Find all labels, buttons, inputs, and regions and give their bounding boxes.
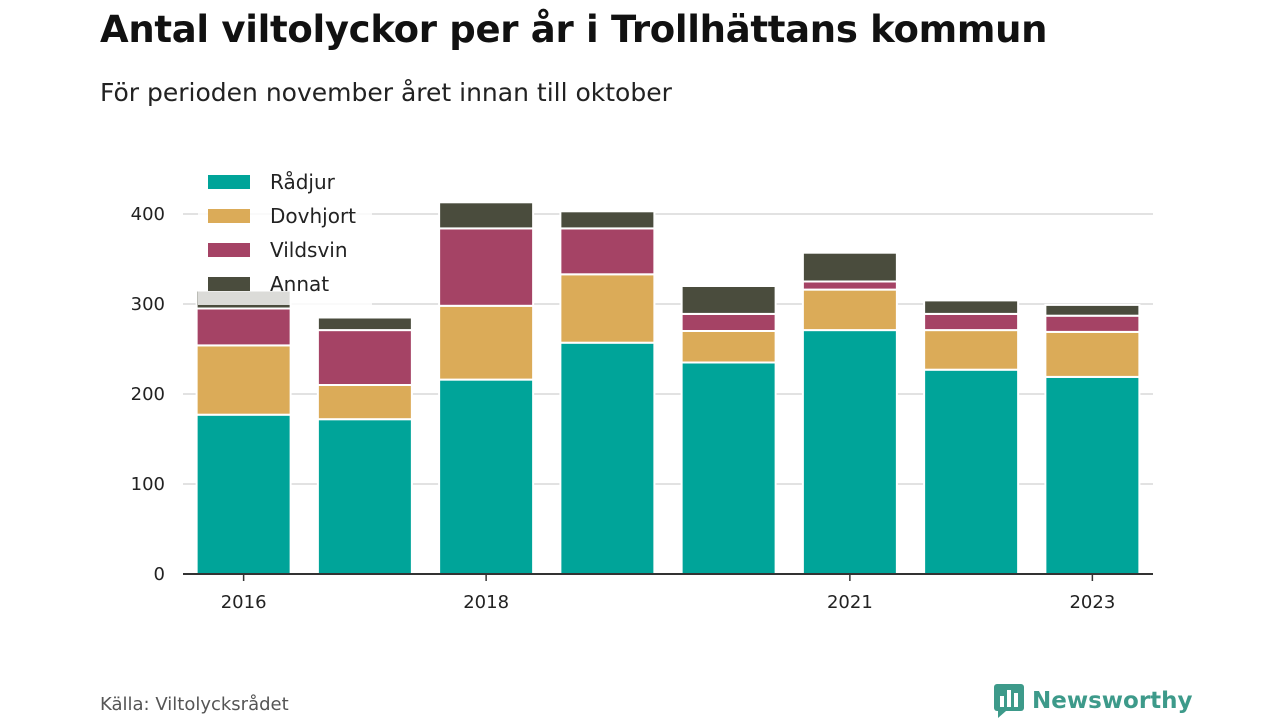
bar-segment-vildsvin <box>195 307 292 347</box>
bar-segment-rådjur <box>680 361 777 575</box>
bar-segment-dovhjort <box>1044 330 1141 378</box>
bar-segment-dovhjort <box>559 273 656 344</box>
x-tick-label: 2016 <box>221 592 267 613</box>
bar-segment-vildsvin <box>438 227 535 307</box>
bar-segment-vildsvin <box>316 329 413 387</box>
bar-segment-annat <box>801 251 898 283</box>
legend-swatch <box>208 175 250 189</box>
bar-segment-dovhjort <box>680 330 777 364</box>
x-tick-label: 2021 <box>827 592 873 613</box>
x-tick-label: 2023 <box>1069 592 1115 613</box>
y-tick-label: 400 <box>131 204 165 225</box>
legend-swatch <box>208 243 250 257</box>
legend-label: Vildsvin <box>270 238 348 262</box>
bar-segment-dovhjort <box>316 384 413 421</box>
bar-segment-annat <box>680 285 777 315</box>
bar-segment-rådjur <box>801 329 898 575</box>
legend-swatch <box>208 209 250 223</box>
bar-segment-rådjur <box>195 413 292 576</box>
legend-label: Rådjur <box>270 170 336 194</box>
bar-segment-rådjur <box>923 368 1020 576</box>
bar-segment-dovhjort <box>801 288 898 332</box>
bar-segment-rådjur <box>559 341 656 576</box>
bar-segment-rådjur <box>316 418 413 576</box>
legend-label: Dovhjort <box>270 204 356 228</box>
bar-segment-vildsvin <box>801 280 898 291</box>
bar-segment-annat <box>438 201 535 230</box>
stacked-bar-chart: 0 100 200 300 400 2016 2018 2021 2023 Rådjur Dovhj… <box>130 170 1153 613</box>
bar-segment-dovhjort <box>923 329 1020 371</box>
legend-label: Annat <box>270 272 329 296</box>
y-tick-label: 200 <box>131 384 165 405</box>
bar-segment-rådjur <box>438 378 535 575</box>
bar-segment-vildsvin <box>923 312 1020 332</box>
y-tick-label: 0 <box>154 564 165 585</box>
legend-swatch <box>208 277 250 291</box>
bar-segment-annat <box>316 316 413 332</box>
bar-segment-vildsvin <box>1044 314 1141 333</box>
chart-subtitle: För perioden november året innan till ok… <box>100 78 672 107</box>
bar-segment-rådjur <box>1044 375 1141 575</box>
newsworthy-logo[interactable]: Newsworthy <box>994 684 1193 718</box>
bar-segment-dovhjort <box>438 304 535 381</box>
bar-segment-annat <box>1044 303 1141 317</box>
bar-segment-vildsvin <box>559 227 656 276</box>
bar-segment-vildsvin <box>680 312 777 332</box>
y-tick-label: 300 <box>131 294 165 315</box>
bar-chart-logo-icon <box>994 684 1024 718</box>
bar-segment-annat <box>559 210 656 230</box>
bar-segment-dovhjort <box>195 344 292 416</box>
brand-name: Newsworthy <box>1032 688 1193 714</box>
source-note: Källa: Viltolycksrådet <box>100 694 289 715</box>
bar-segment-annat <box>923 299 1020 315</box>
chart-title: Antal viltolyckor per år i Trollhättans … <box>100 8 1048 51</box>
y-tick-label: 100 <box>131 474 165 495</box>
x-tick-label: 2018 <box>463 592 509 613</box>
